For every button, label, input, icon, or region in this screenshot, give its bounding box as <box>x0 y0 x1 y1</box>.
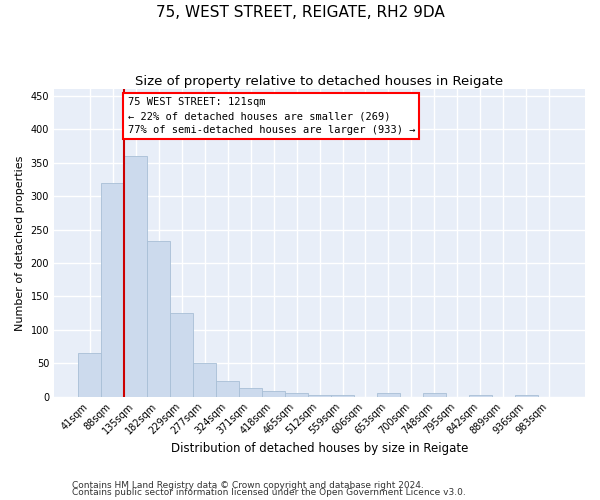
Bar <box>308 394 331 396</box>
Bar <box>193 363 216 396</box>
Bar <box>262 391 285 396</box>
Bar <box>515 394 538 396</box>
Bar <box>331 395 354 396</box>
Bar <box>216 381 239 396</box>
Bar <box>377 393 400 396</box>
Text: Contains HM Land Registry data © Crown copyright and database right 2024.: Contains HM Land Registry data © Crown c… <box>72 480 424 490</box>
Bar <box>239 388 262 396</box>
Bar <box>285 393 308 396</box>
Bar <box>469 394 492 396</box>
Bar <box>170 313 193 396</box>
Bar <box>124 156 147 396</box>
Text: 75, WEST STREET, REIGATE, RH2 9DA: 75, WEST STREET, REIGATE, RH2 9DA <box>155 5 445 20</box>
Text: 75 WEST STREET: 121sqm
← 22% of detached houses are smaller (269)
77% of semi-de: 75 WEST STREET: 121sqm ← 22% of detached… <box>128 97 415 135</box>
Y-axis label: Number of detached properties: Number of detached properties <box>15 155 25 330</box>
Title: Size of property relative to detached houses in Reigate: Size of property relative to detached ho… <box>136 75 503 88</box>
Text: Contains public sector information licensed under the Open Government Licence v3: Contains public sector information licen… <box>72 488 466 497</box>
Bar <box>101 182 124 396</box>
Bar <box>78 353 101 397</box>
Bar <box>423 393 446 396</box>
X-axis label: Distribution of detached houses by size in Reigate: Distribution of detached houses by size … <box>171 442 468 455</box>
Bar <box>147 241 170 396</box>
